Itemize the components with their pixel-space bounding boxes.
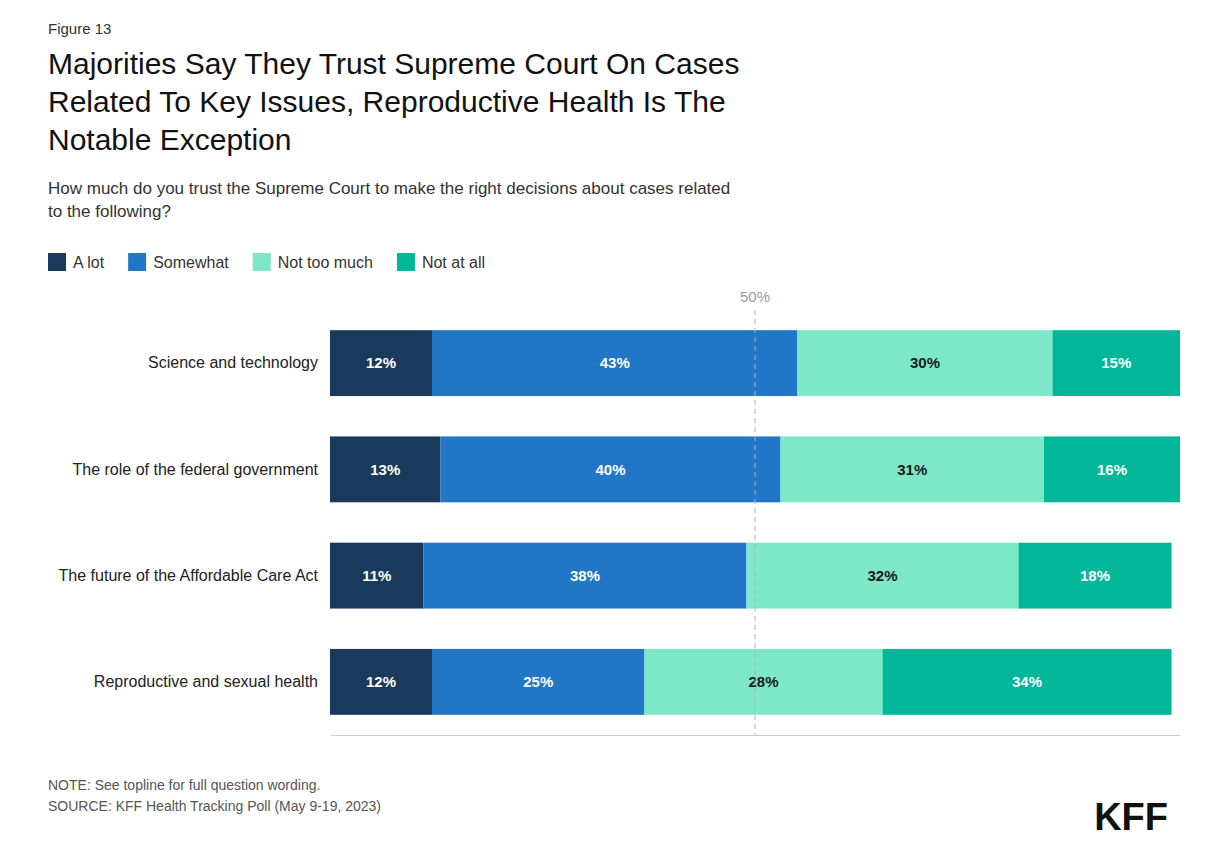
data-label: 18% xyxy=(1080,567,1110,584)
y-tick-label: The future of the Affordable Care Act xyxy=(59,567,319,584)
legend-swatch xyxy=(397,253,415,271)
data-label: 25% xyxy=(523,673,553,690)
y-tick-label: The role of the federal government xyxy=(73,460,319,477)
data-label: 12% xyxy=(366,673,396,690)
background xyxy=(0,0,1220,852)
subtitle: How much do you trust the Supreme Court … xyxy=(48,179,730,221)
y-tick-label: Reproductive and sexual health xyxy=(94,673,318,690)
y-tick: Reproductive and sexual health xyxy=(94,673,318,690)
bar-segment xyxy=(424,543,747,609)
legend-swatch xyxy=(48,253,66,271)
series-bars xyxy=(883,330,1181,715)
legend: A lot Somewhat Not too much Not at all xyxy=(48,253,485,271)
data-label: 31% xyxy=(897,461,927,478)
bar-segment xyxy=(432,330,798,396)
data-label: 16% xyxy=(1097,461,1127,478)
bar-segment xyxy=(1019,543,1172,609)
y-tick: The future of the Affordable Care Act xyxy=(59,567,319,584)
data-label: 30% xyxy=(910,354,940,371)
bar-segment xyxy=(1053,330,1181,396)
data-label: 28% xyxy=(748,673,778,690)
data-label: 32% xyxy=(867,567,897,584)
data-label: 34% xyxy=(1012,673,1042,690)
figure-label: Figure 13 xyxy=(48,20,111,37)
bars xyxy=(330,330,1180,715)
data-label: 12% xyxy=(366,354,396,371)
data-labels: 12% 13% 11% 12% 43% 40% 38% 25% 30% 31% 32% 28% 15% 1… xyxy=(362,354,1131,690)
chart: Figure 13 Majorities Say They Trust Supre… xyxy=(0,0,1220,852)
data-label: 11% xyxy=(362,567,391,584)
annotations: 50% xyxy=(740,288,770,735)
bar-segment xyxy=(330,436,441,502)
data-label: 40% xyxy=(595,461,625,478)
legend-item: Not too much xyxy=(253,253,373,271)
x-axis xyxy=(331,735,1181,736)
y-tick: Science and technology xyxy=(148,354,318,371)
data-label: 43% xyxy=(600,354,630,371)
bar-segment xyxy=(330,543,424,609)
bar-segment xyxy=(747,543,1019,609)
bar-segment xyxy=(330,330,432,396)
x-axis-line xyxy=(331,735,1181,736)
note-line: NOTE: See topline for full question word… xyxy=(48,777,320,793)
legend-item: Not at all xyxy=(397,253,485,271)
bar-segment xyxy=(1044,436,1180,502)
bar-segment xyxy=(798,330,1053,396)
legend-swatch xyxy=(253,253,271,271)
bar-segment xyxy=(781,436,1045,502)
legend-label: A lot xyxy=(73,254,105,271)
y-axis: Science and technology The role of the fe… xyxy=(59,354,319,690)
data-label: 38% xyxy=(570,567,600,584)
note: NOTE: See topline for full question word… xyxy=(48,777,381,814)
bar-segment xyxy=(330,649,432,715)
title: Majorities Say They Trust Supreme Court … xyxy=(48,47,739,156)
legend-swatch xyxy=(128,253,146,271)
title-line: Notable Exception xyxy=(48,123,292,156)
legend-label: Not at all xyxy=(422,254,485,271)
title-line: Related To Key Issues, Reproductive Heal… xyxy=(48,85,726,118)
reference-line xyxy=(755,310,756,735)
data-label: 15% xyxy=(1101,354,1131,371)
bar-segment xyxy=(441,436,781,502)
bar-segment xyxy=(645,649,883,715)
bar-segment xyxy=(432,649,645,715)
y-tick: The role of the federal government xyxy=(73,460,319,477)
subtitle-line: How much do you trust the Supreme Court … xyxy=(48,179,730,198)
series-bars xyxy=(330,330,441,715)
subtitle-line: to the following? xyxy=(48,202,171,221)
logo: KFF xyxy=(1094,796,1168,838)
legend-item: Somewhat xyxy=(128,253,229,271)
legend-label: Somewhat xyxy=(153,254,229,271)
bar-segment xyxy=(883,649,1172,715)
title-line: Majorities Say They Trust Supreme Court … xyxy=(48,47,739,80)
y-tick-label: Science and technology xyxy=(148,354,318,371)
legend-item: A lot xyxy=(48,253,105,271)
reference-label: 50% xyxy=(740,288,770,305)
note-line: SOURCE: KFF Health Tracking Poll (May 9-… xyxy=(48,798,381,814)
data-label: 13% xyxy=(370,461,400,478)
legend-label: Not too much xyxy=(278,254,373,271)
